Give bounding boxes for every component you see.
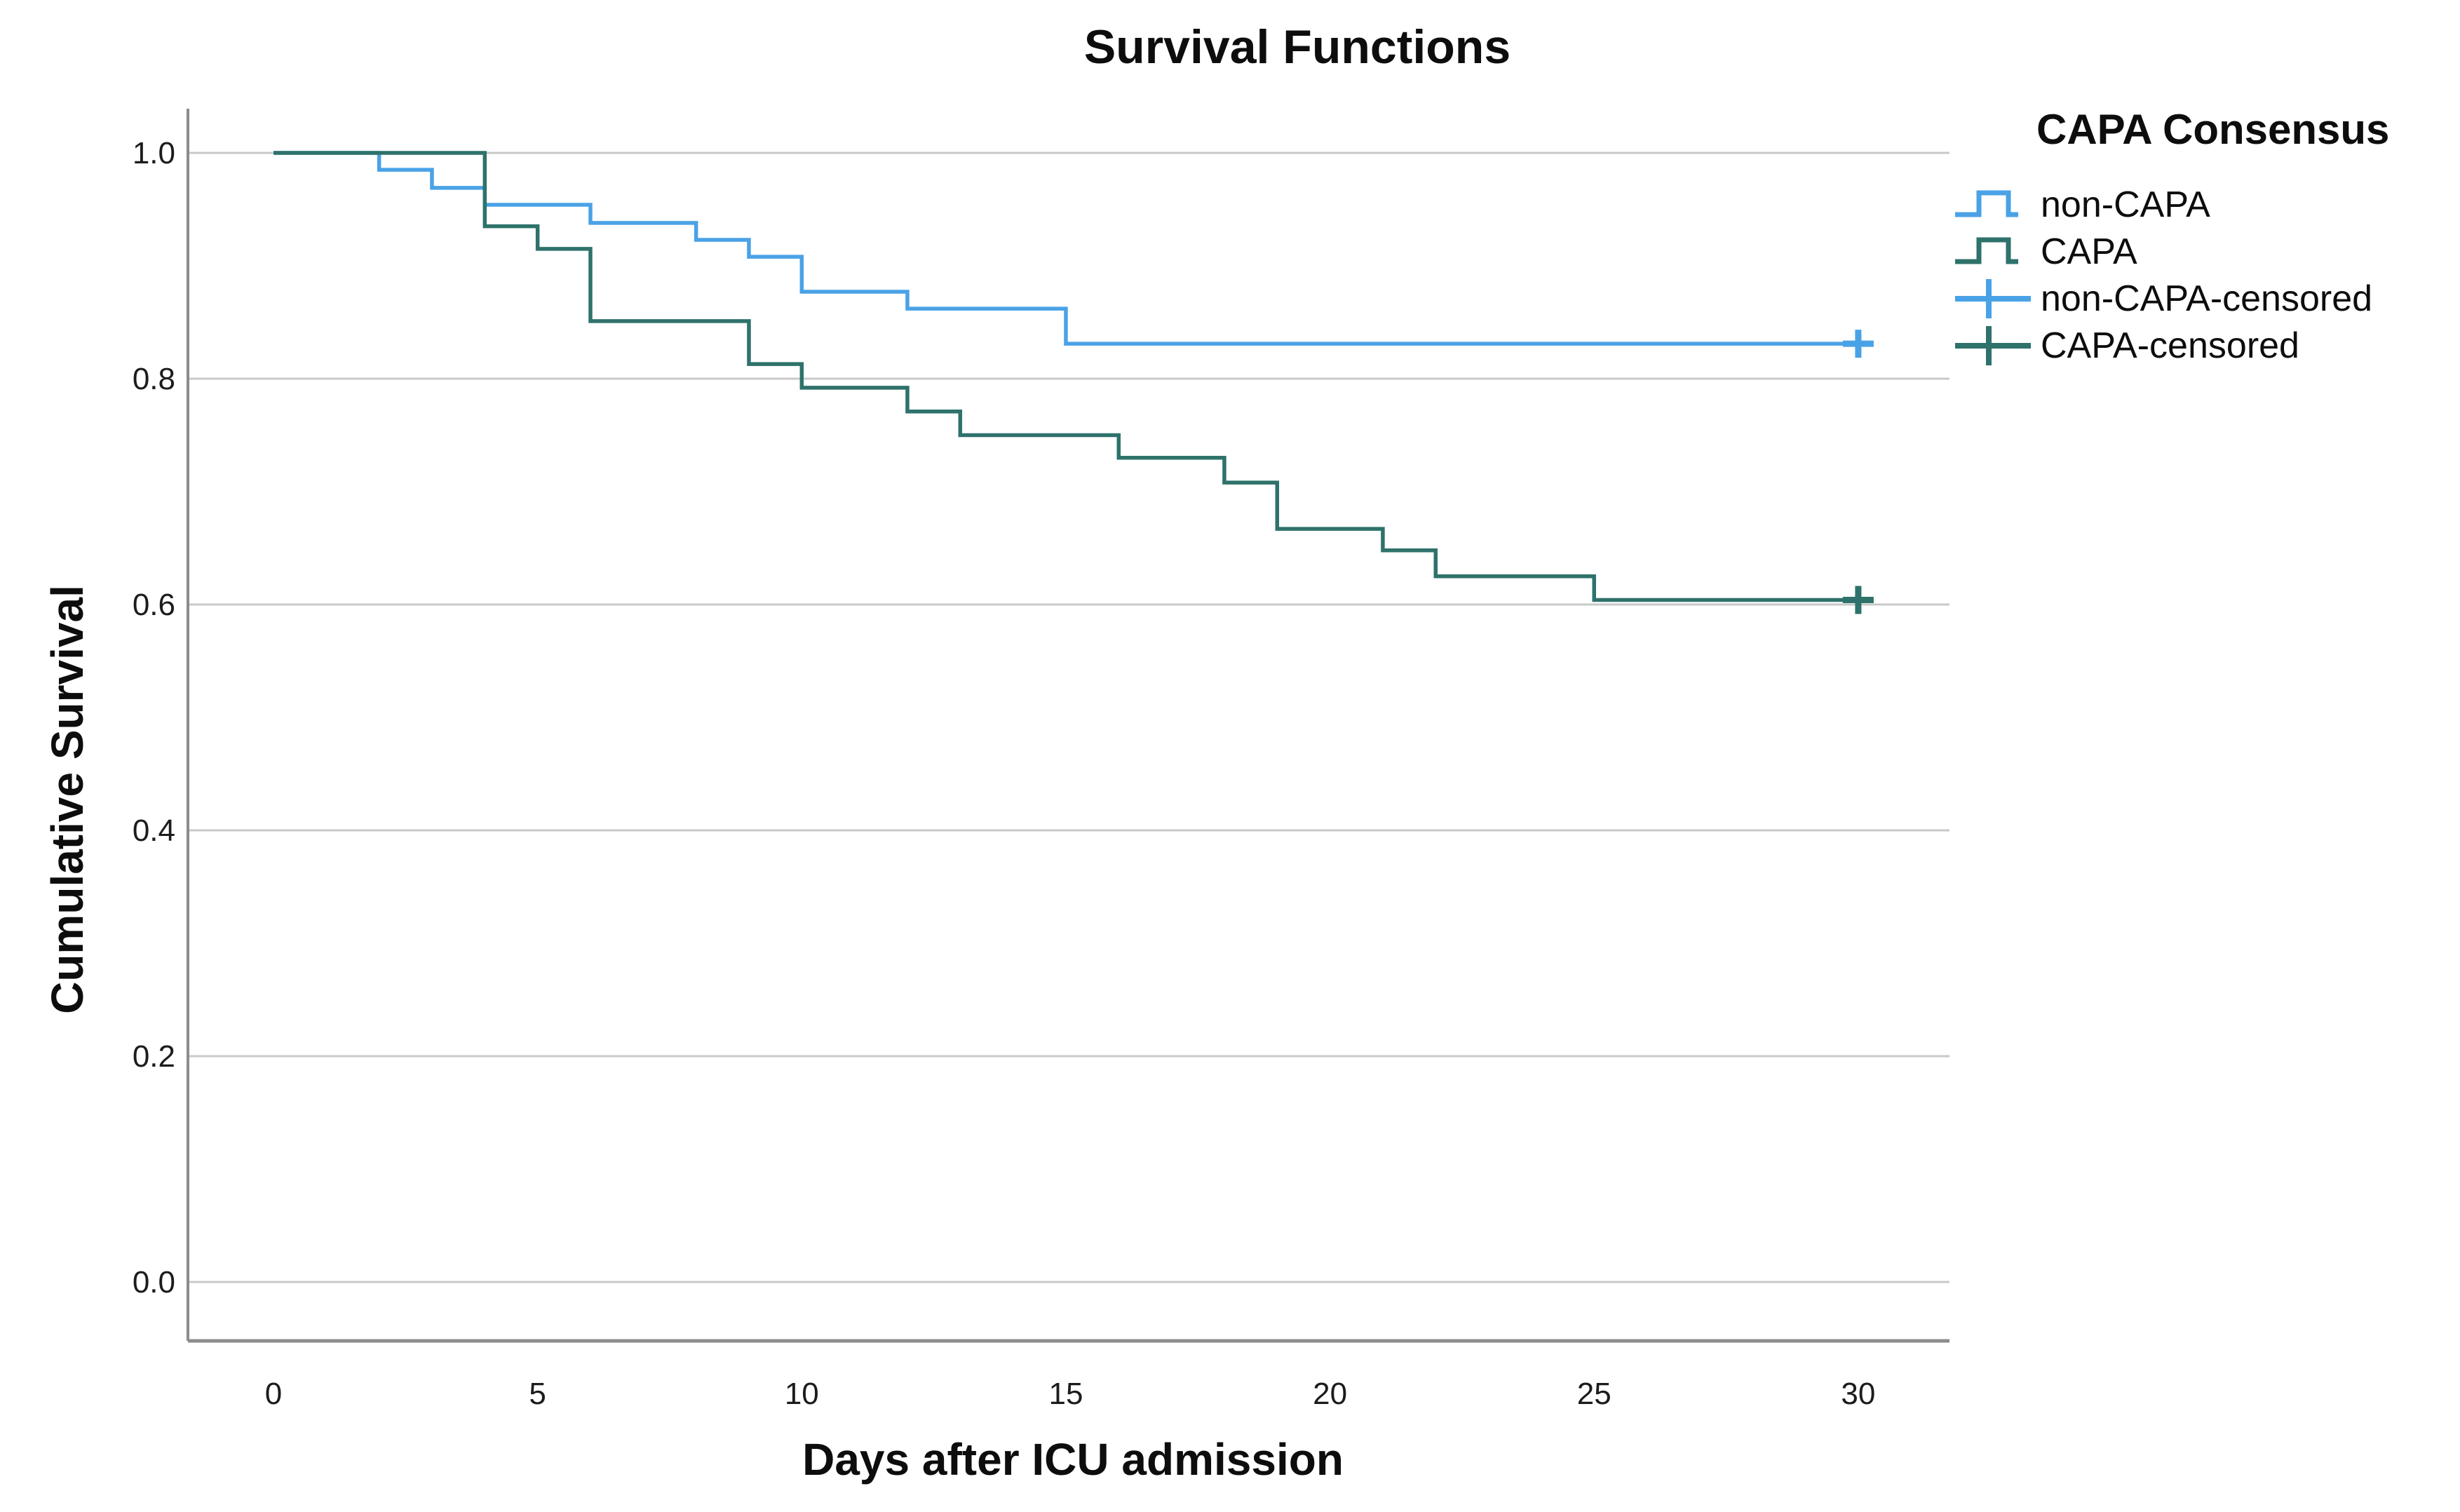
y-tick-label: 0.0 — [133, 1265, 175, 1300]
y-tick-label: 0.4 — [133, 814, 175, 848]
x-tick-label: 30 — [1841, 1377, 1875, 1411]
legend-entry: CAPA — [1952, 228, 2372, 275]
legend-entry: non-CAPA — [1952, 181, 2372, 228]
legend-entries: non-CAPA CAPA non-CAPA-censored CAPA-censor… — [1952, 181, 2372, 369]
y-axis-title: Cumulative Survival — [42, 585, 93, 1014]
legend-entry-label: CAPA-censored — [2041, 325, 2299, 366]
legend-censored-plus-icon — [1955, 278, 2031, 318]
survival-curve-CAPA — [273, 151, 1858, 602]
legend-title: CAPA Consensus — [2036, 106, 2390, 153]
y-tick-label: 0.2 — [133, 1039, 175, 1074]
x-tick-label: 10 — [785, 1377, 819, 1411]
legend-censored-plus-icon — [1955, 325, 2031, 365]
legend-entry-label: CAPA — [2041, 231, 2137, 272]
chart-title: Survival Functions — [1083, 20, 1511, 74]
y-tick-label: 0.6 — [133, 588, 175, 622]
legend-entry: CAPA-censored — [1952, 322, 2372, 369]
y-tick-label: 0.8 — [133, 362, 175, 396]
y-tick-label: 1.0 — [133, 136, 175, 170]
legend-step-line-icon — [1955, 190, 2018, 217]
legend-step-line-icon — [1955, 237, 2018, 264]
x-tick-label: 0 — [265, 1377, 282, 1411]
x-tick-label: 5 — [529, 1377, 546, 1411]
x-axis-title: Days after ICU admission — [802, 1434, 1344, 1485]
legend-entry: non-CAPA-censored — [1952, 275, 2372, 322]
legend-entry-label: non-CAPA — [2041, 184, 2210, 225]
x-tick-label: 20 — [1313, 1377, 1347, 1411]
survival-curve-non-CAPA — [273, 151, 1858, 346]
x-tick-label: 15 — [1048, 1377, 1083, 1411]
legend-entry-label: non-CAPA-censored — [2041, 278, 2373, 319]
x-tick-label: 25 — [1577, 1377, 1611, 1411]
